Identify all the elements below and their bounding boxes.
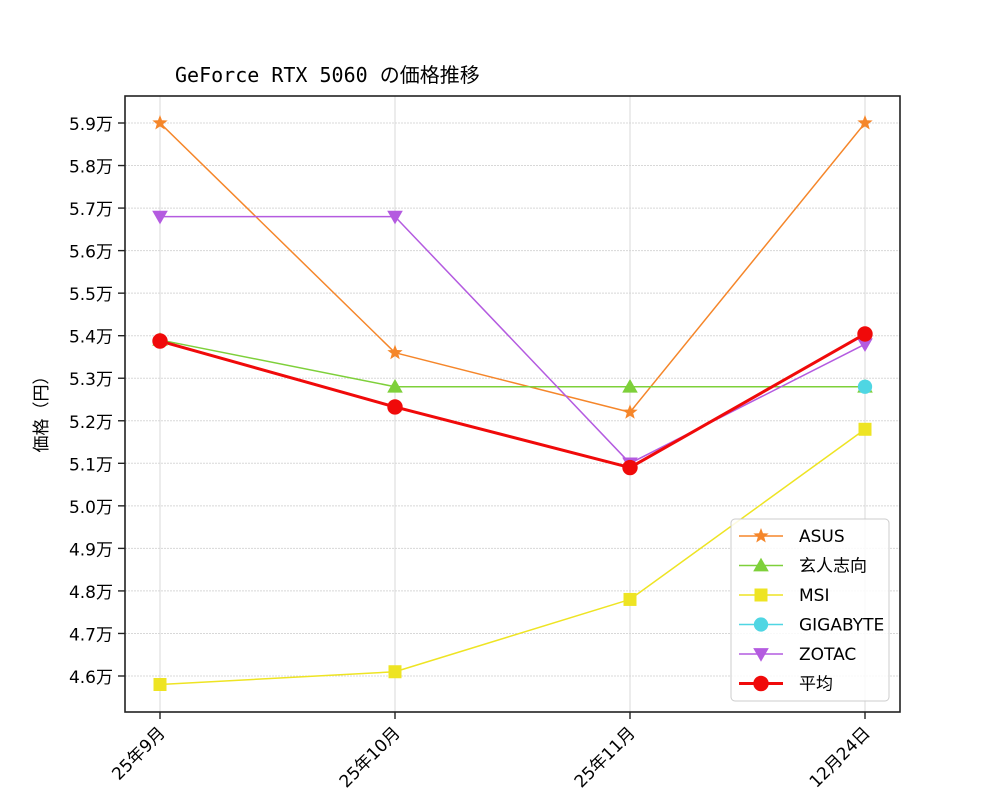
series-line: [159, 339, 865, 388]
y-tick-label: 4.6万: [69, 668, 113, 688]
y-tick-label: 5.0万: [69, 498, 113, 518]
y-tick-label: 5.2万: [69, 413, 113, 433]
square-marker-icon: [754, 588, 768, 602]
circle-marker-icon: [857, 326, 873, 342]
y-tick-label: 5.6万: [69, 243, 113, 263]
circle-marker-icon: [152, 333, 168, 349]
series-MSI: [153, 422, 872, 692]
legend-item: ZOTAC: [739, 645, 856, 665]
legend-label: 玄人志向: [799, 557, 867, 577]
legend-item: ASUS: [739, 527, 845, 547]
plot-area-frame: [124, 95, 901, 713]
star-marker-icon: [857, 114, 873, 130]
circle-marker-icon: [387, 399, 403, 415]
legend-box: [730, 518, 890, 702]
y-tick-label: 5.5万: [69, 285, 113, 305]
y-tick-label: 4.9万: [69, 540, 113, 560]
circle-marker-icon: [753, 617, 769, 632]
star-marker-icon: [753, 527, 769, 543]
series-line: [159, 428, 866, 686]
square-marker-icon: [623, 592, 637, 606]
series-GIGABYTE: [857, 379, 873, 394]
y-tick-label: 5.4万: [69, 328, 113, 348]
triangle-down-marker-icon: [387, 210, 403, 225]
series-line: [159, 332, 866, 470]
circle-marker-icon: [857, 379, 873, 394]
series-lines: [152, 114, 873, 692]
series-line: [159, 122, 866, 414]
y-axis-label: 価格（円）: [32, 368, 52, 453]
series-ASUS: [152, 114, 873, 419]
series-line: [160, 215, 866, 465]
grid: [125, 96, 900, 712]
legend-label: 平均: [799, 675, 833, 695]
series-平均: [152, 326, 873, 476]
star-marker-icon: [152, 114, 168, 130]
legend-item: 平均: [739, 675, 833, 695]
y-axis: 4.6万 4.7万 4.8万 4.9万 5.0万 5.1万 5.2万 5.3万 5.4万 5.5万…: [69, 115, 125, 688]
circle-marker-icon: [622, 459, 638, 476]
chart-title: GeForce RTX 5060 の価格推移: [175, 63, 480, 87]
star-marker-icon: [387, 344, 403, 360]
y-tick-label: 4.8万: [69, 583, 113, 603]
legend-item: MSI: [739, 586, 829, 606]
square-marker-icon: [388, 665, 402, 679]
y-tick-label: 5.3万: [69, 370, 113, 390]
legend-item: GIGABYTE: [739, 616, 884, 636]
y-tick-label: 5.9万: [69, 115, 113, 135]
y-tick-label: 5.7万: [69, 200, 113, 220]
square-marker-icon: [858, 422, 872, 436]
legend-label: ZOTAC: [799, 645, 856, 665]
star-marker-icon: [622, 404, 638, 419]
y-tick-label: 5.8万: [69, 158, 113, 178]
circle-marker-icon: [753, 675, 769, 692]
y-tick-label: 5.1万: [69, 455, 113, 475]
triangle-down-marker-icon: [753, 648, 769, 662]
triangle-down-marker-icon: [152, 210, 168, 225]
legend: ASUS 玄人志向 MSI GIGABYTE ZOTAC 平均: [730, 518, 890, 702]
legend-label: ASUS: [799, 527, 845, 547]
legend-label: MSI: [799, 586, 829, 606]
legend-label: GIGABYTE: [799, 616, 884, 636]
square-marker-icon: [153, 678, 167, 692]
y-tick-label: 4.7万: [69, 625, 113, 645]
triangle-down-marker-icon: [857, 338, 873, 352]
triangle-up-marker-icon: [622, 378, 638, 393]
triangle-up-marker-icon: [753, 557, 769, 572]
triangle-up-marker-icon: [387, 378, 403, 393]
legend-item: 玄人志向: [739, 557, 867, 577]
